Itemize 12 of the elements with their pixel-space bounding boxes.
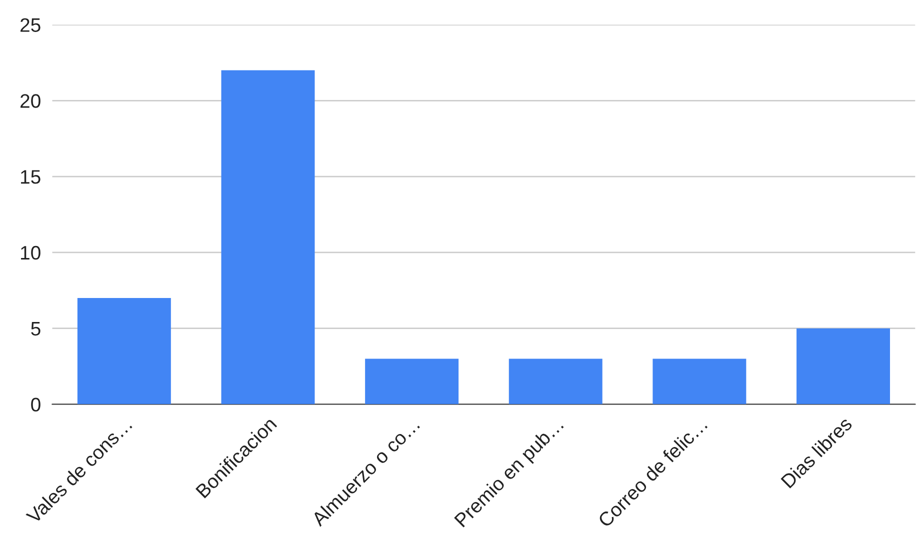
bar <box>508 358 602 404</box>
bar <box>796 328 890 404</box>
y-tick-label: 15 <box>21 170 40 184</box>
bar <box>652 358 746 404</box>
y-tick-label: 25 <box>20 18 40 32</box>
y-tick-label: 10 <box>21 246 40 260</box>
bar <box>221 70 315 404</box>
y-tick-label: 0 <box>31 398 40 412</box>
bar <box>77 298 171 404</box>
bar <box>365 358 459 404</box>
y-tick-label: 20 <box>20 94 40 108</box>
y-tick-label: 5 <box>31 322 40 336</box>
